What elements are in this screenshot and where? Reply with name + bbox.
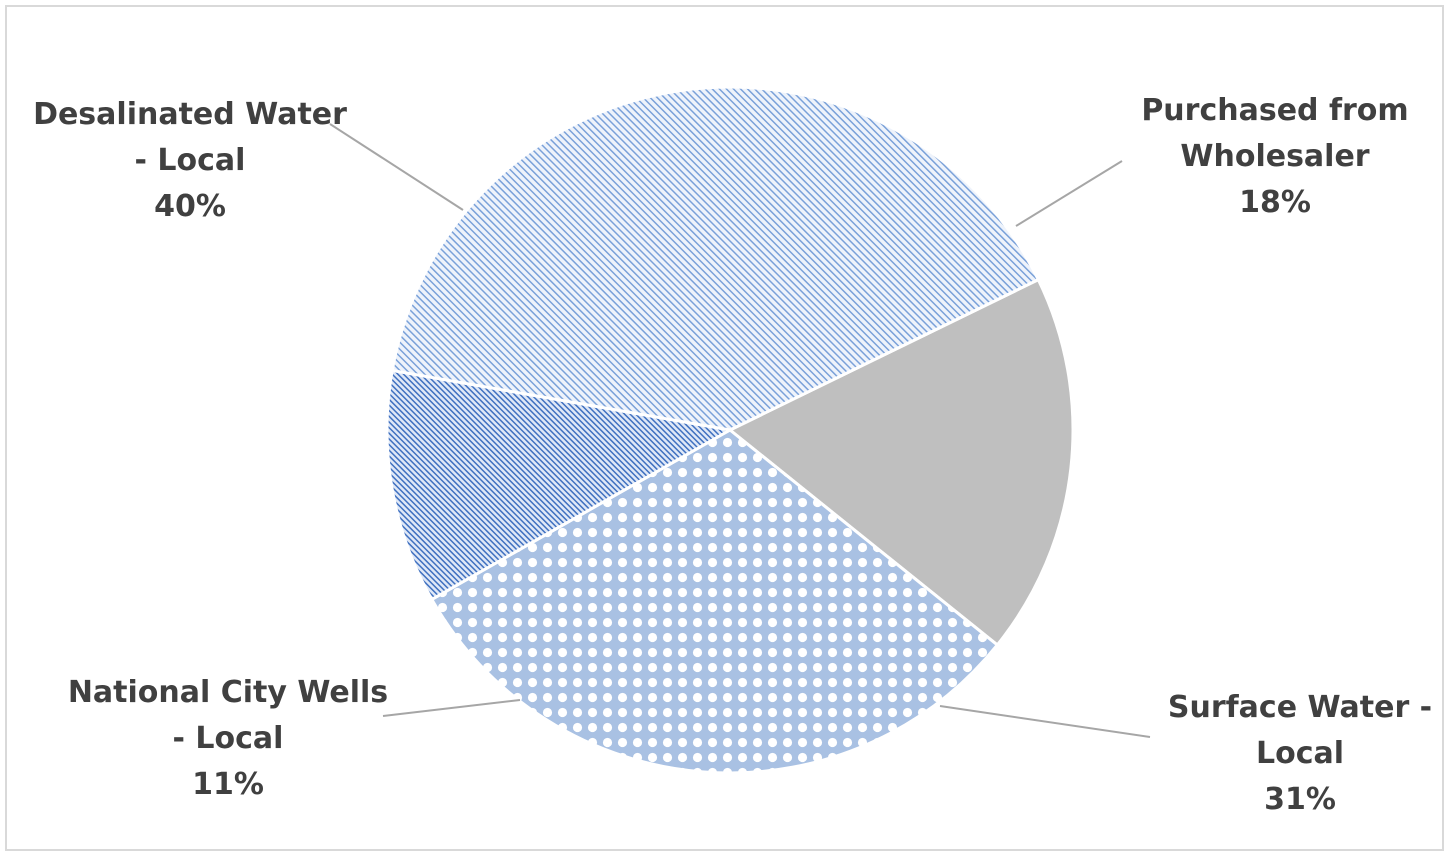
leader-line-3 — [382, 699, 521, 717]
leader-lines — [329, 123, 1151, 738]
data-label-percent: 18% — [1239, 185, 1311, 220]
data-label-4: Desalinated Water - Local 40% — [33, 97, 347, 224]
pie-slice-3 — [385, 368, 732, 601]
data-label-line: Wholesaler — [1180, 139, 1369, 174]
data-label-line: National City Wells — [68, 675, 388, 710]
data-label-percent: 31% — [1264, 782, 1336, 817]
leader-line-2 — [939, 705, 1151, 738]
data-label-line: Purchased from — [1141, 93, 1408, 128]
data-label-2: Surface Water - Local 31% — [1168, 690, 1432, 817]
pie-slice-1 — [728, 278, 1075, 647]
data-label-percent: 40% — [154, 189, 226, 224]
data-label-line: Local — [1256, 736, 1344, 771]
data-label-line: - Local — [173, 721, 284, 756]
data-label-line: Surface Water - — [1168, 690, 1432, 725]
data-label-percent: 11% — [192, 767, 264, 802]
data-labels: Purchased from Wholesaler 18% Surface Water… — [33, 93, 1432, 817]
data-label-1: Purchased from Wholesaler 18% — [1141, 93, 1408, 220]
data-label-line: Desalinated Water — [33, 97, 347, 132]
data-label-3: National City Wells - Local 11% — [68, 675, 388, 802]
leader-line-1 — [1015, 160, 1123, 227]
data-label-line: - Local — [135, 143, 246, 178]
pie-slice-2 — [430, 428, 999, 775]
pie-slice-4 — [390, 85, 1040, 432]
leader-line-4 — [329, 123, 464, 211]
pie-slices — [385, 85, 1075, 775]
